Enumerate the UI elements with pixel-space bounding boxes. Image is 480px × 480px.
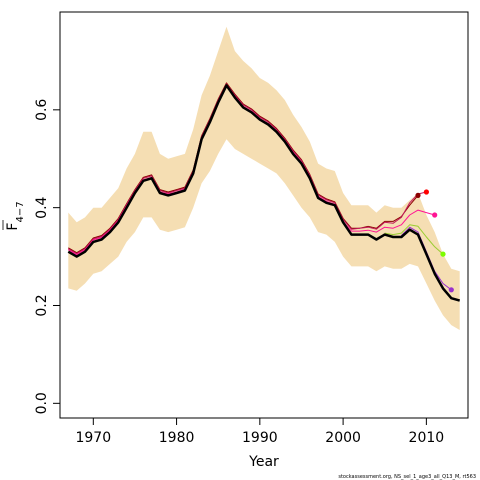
- x-tick-label-2010: 2010: [409, 430, 445, 446]
- y-axis-title: F4−7: [5, 201, 26, 230]
- x-tick-label-1970: 1970: [75, 430, 111, 446]
- series-lines: [67, 82, 461, 302]
- confidence-band: [68, 26, 460, 330]
- y-axis: 0.0 0.2 0.4 0.6: [34, 99, 60, 414]
- terminal-point-4: [448, 287, 454, 293]
- y-tick-label-0: 0.0: [34, 392, 50, 414]
- terminal-point-1: [423, 189, 429, 195]
- credit-text: stockassessment.org, NS_sel_1_age3_all_Q…: [338, 474, 476, 480]
- series-line-5: [67, 84, 461, 302]
- series-line-3: [384, 224, 444, 255]
- y-tick-label-3: 0.6: [34, 99, 50, 121]
- terminal-point-0: [415, 192, 421, 198]
- terminal-point-2: [432, 212, 438, 218]
- y-axis-title-subscript: 4−7: [15, 201, 26, 222]
- y-tick-label-1: 0.2: [34, 294, 50, 316]
- terminal-points: [415, 189, 454, 293]
- y-axis-title-main: F: [5, 223, 21, 231]
- series-line-1: [68, 83, 427, 255]
- x-tick-label-1990: 1990: [242, 430, 278, 446]
- x-tick-label-2000: 2000: [325, 430, 361, 446]
- y-tick-label-2: 0.4: [34, 196, 50, 218]
- plot-frame: [59, 11, 469, 419]
- terminal-point-3: [440, 251, 446, 257]
- confidence-band-area: [68, 26, 460, 330]
- x-axis-title: Year: [248, 454, 279, 470]
- x-axis: 1970 1980 1990 2000 2010: [75, 418, 444, 446]
- x-tick-label-1980: 1980: [159, 430, 195, 446]
